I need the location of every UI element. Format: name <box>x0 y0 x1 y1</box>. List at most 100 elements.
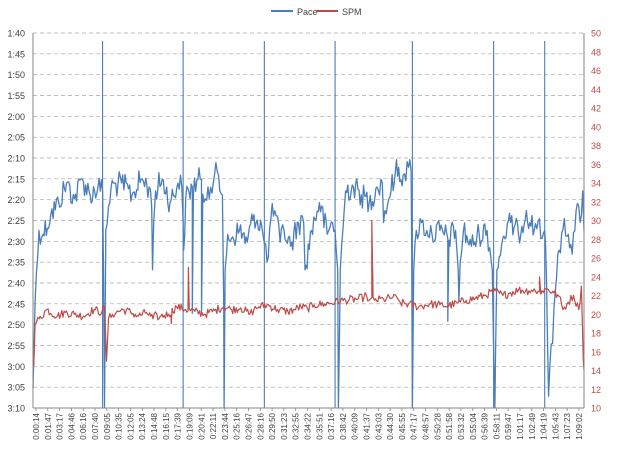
x-tick-label: 0:50:28 <box>433 412 442 439</box>
x-tick-label: 0:56:39 <box>481 412 490 439</box>
y-left-tick-label: 3:05 <box>7 383 25 393</box>
x-tick-label: 0:28:16 <box>256 412 265 439</box>
x-tick-label: 0:03:17 <box>56 412 65 439</box>
x-tick-label: 0:45:55 <box>398 412 407 439</box>
spm-line <box>32 219 585 371</box>
x-tick-label: 0:29:50 <box>268 412 277 439</box>
pace-series <box>32 159 585 409</box>
x-tick-label: 1:02:49 <box>528 412 537 439</box>
x-tick-label: 0:17:39 <box>174 412 183 439</box>
y-right-tick-label: 22 <box>591 291 601 301</box>
y-right-tick-label: 48 <box>591 47 601 57</box>
y-left-tick-label: 2:20 <box>7 195 25 205</box>
x-tick-label: 0:07:40 <box>91 412 100 439</box>
y-right-tick-label: 40 <box>591 122 601 132</box>
x-tick-label: 0:14:48 <box>150 412 159 439</box>
legend-label-spm: SPM <box>342 7 362 17</box>
x-tick-label: 0:53:32 <box>457 412 466 439</box>
x-tick-label: 0:35:51 <box>315 412 324 439</box>
x-tick-label: 0:37:16 <box>327 412 336 439</box>
y-right-tick-label: 18 <box>591 329 601 339</box>
x-tick-label: 0:38:42 <box>339 412 348 439</box>
x-tick-label: 0:51:58 <box>445 412 454 439</box>
y-left-tick-label: 3:10 <box>7 404 25 414</box>
x-tick-label: 1:07:23 <box>563 412 572 439</box>
y-right-tick-label: 42 <box>591 104 601 114</box>
y-left-tick-label: 1:55 <box>7 91 25 101</box>
x-tick-label: 0:22:11 <box>209 412 218 439</box>
x-tick-label: 0:48:57 <box>422 412 431 439</box>
y-right-tick-label: 36 <box>591 160 601 170</box>
y-right-tick-label: 30 <box>591 216 601 226</box>
x-tick-label: 1:09:02 <box>575 412 584 439</box>
x-tick-label: 0:13:24 <box>138 412 147 439</box>
y-left-tick-label: 2:05 <box>7 133 25 143</box>
y-right-tick-label: 50 <box>591 29 601 39</box>
x-tick-label: 0:26:47 <box>244 412 253 439</box>
x-axis-tick-labels: 0:00:14 0:01:47 0:03:17 0:04:46 0:06:16 0:07:… <box>32 412 584 439</box>
y-left-tick-label: 2:45 <box>7 299 25 309</box>
pace-line <box>32 159 585 409</box>
y-left-tick-label: 2:00 <box>7 112 25 122</box>
y-right-tick-label: 10 <box>591 404 601 414</box>
y-right-tick-label: 32 <box>591 197 601 207</box>
x-tick-label: 0:23:44 <box>221 412 230 439</box>
y-left-tick-label: 2:30 <box>7 237 25 247</box>
x-tick-label: 0:12:05 <box>126 412 135 439</box>
y-right-tick-label: 46 <box>591 66 601 76</box>
x-tick-label: 0:43:03 <box>374 412 383 439</box>
x-tick-label: 1:01:17 <box>516 412 525 439</box>
x-tick-label: 0:58:11 <box>492 412 501 439</box>
x-tick-label: 0:06:16 <box>79 412 88 439</box>
y-left-tick-label: 2:15 <box>7 174 25 184</box>
y-right-tick-label: 26 <box>591 254 601 264</box>
y-right-tick-label: 28 <box>591 235 601 245</box>
axes <box>32 33 585 411</box>
x-tick-label: 0:59:47 <box>504 412 513 439</box>
y-right-tick-label: 44 <box>591 85 601 95</box>
y-left-tick-label: 1:40 <box>7 29 25 39</box>
x-tick-label: 0:32:55 <box>292 412 301 439</box>
y-left-tick-label: 2:40 <box>7 279 25 289</box>
x-tick-label: 0:40:09 <box>351 412 360 439</box>
x-tick-label: 0:41:37 <box>363 412 372 439</box>
x-tick-label: 0:31:23 <box>280 412 289 439</box>
y-axis-left-labels: 1:40 1:45 1:50 1:55 2:00 2:05 2:10 2:15 2:20 2:25… <box>7 29 25 414</box>
x-tick-label: 0:44:30 <box>386 412 395 439</box>
x-tick-label: 0:19:09 <box>185 412 194 439</box>
x-tick-label: 1:05:43 <box>551 412 560 439</box>
x-tick-label: 0:00:14 <box>32 412 41 439</box>
legend: Pace SPM <box>271 7 362 17</box>
x-tick-label: 0:55:04 <box>469 412 478 439</box>
x-tick-label: 0:01:47 <box>44 412 53 439</box>
x-tick-label: 0:20:41 <box>197 412 206 439</box>
x-tick-label: 0:25:16 <box>233 412 242 439</box>
y-left-tick-label: 3:00 <box>7 362 25 372</box>
y-left-tick-label: 2:25 <box>7 216 25 226</box>
y-left-tick-label: 2:55 <box>7 341 25 351</box>
y-right-tick-label: 16 <box>591 347 601 357</box>
y-left-tick-label: 2:10 <box>7 154 25 164</box>
legend-label-pace: Pace <box>297 7 318 17</box>
y-right-tick-label: 14 <box>591 366 601 376</box>
x-tick-label: 0:10:35 <box>115 412 124 439</box>
x-tick-label: 0:09:05 <box>103 412 112 439</box>
x-tick-label: 0:16:15 <box>162 412 171 439</box>
y-left-tick-label: 2:50 <box>7 320 25 330</box>
y-left-tick-label: 2:35 <box>7 258 25 268</box>
x-tick-label: 0:47:17 <box>410 412 419 439</box>
y-right-tick-label: 12 <box>591 385 601 395</box>
y-right-tick-label: 20 <box>591 310 601 320</box>
spm-series <box>32 219 585 371</box>
x-tick-label: 1:04:19 <box>540 412 549 439</box>
x-tick-label: 0:34:22 <box>304 412 313 439</box>
x-tick-label: 0:04:46 <box>67 412 76 439</box>
y-right-tick-label: 38 <box>591 141 601 151</box>
y-axis-right-labels: 10 12 14 16 18 20 22 24 26 28 30 32 34 36 38 40 42 44 46 48… <box>591 29 601 414</box>
y-right-tick-label: 34 <box>591 179 601 189</box>
y-right-tick-label: 24 <box>591 272 601 282</box>
y-left-tick-label: 1:50 <box>7 70 25 80</box>
y-left-tick-label: 1:45 <box>7 49 25 59</box>
